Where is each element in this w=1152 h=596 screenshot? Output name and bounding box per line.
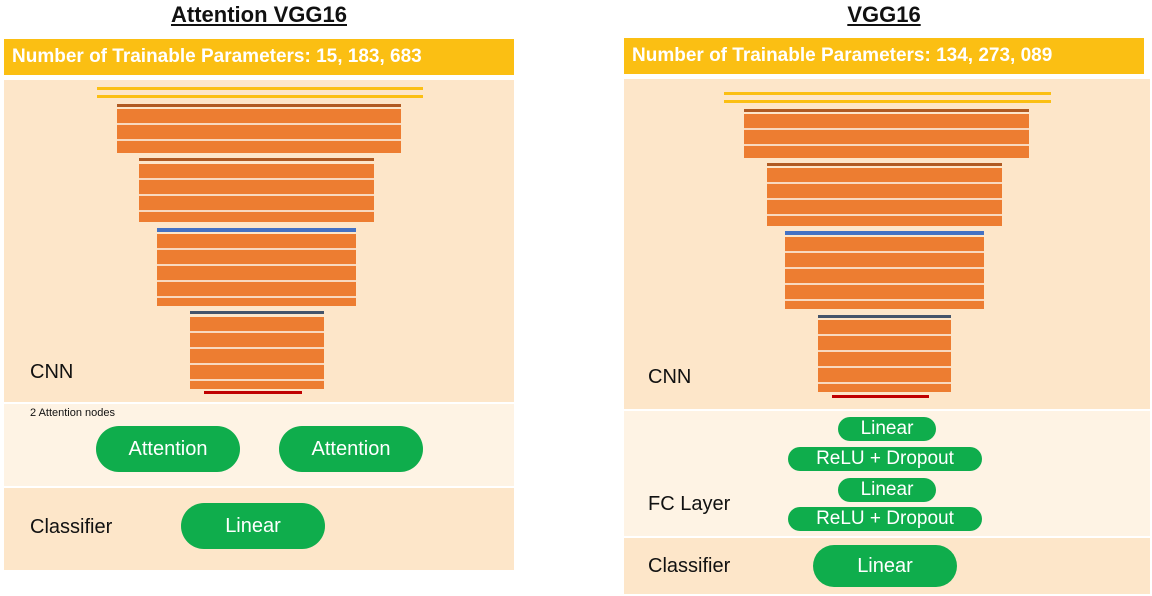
left-pool-4	[190, 311, 324, 314]
left-conv-block-4	[190, 317, 324, 389]
fc-layer-label: FC Layer	[648, 493, 731, 515]
right-conv-block-4	[818, 320, 951, 392]
right-pool-5	[832, 395, 929, 398]
left-conv-block-1	[117, 109, 401, 153]
right-cnn-label: CNN	[648, 366, 692, 388]
left-conv-block-2	[139, 164, 374, 222]
right-conv-block-3	[785, 237, 984, 309]
left-classifier-linear: Linear	[181, 503, 325, 549]
right-pool-2	[767, 163, 1002, 166]
fc-relu-dropout-1: ReLU + Dropout	[788, 447, 982, 471]
right-conv-block-2	[767, 168, 1002, 226]
right-pool-4	[818, 315, 951, 318]
right-classifier-linear: Linear	[813, 545, 957, 587]
right-conv-block-1	[744, 114, 1029, 158]
left-title: Attention VGG16	[170, 2, 347, 27]
left-attention-panel	[4, 404, 514, 486]
right-title: VGG16	[847, 2, 921, 27]
left-pool-3	[157, 228, 356, 232]
fc-linear-2: Linear	[838, 478, 936, 502]
left-cnn-label: CNN	[30, 361, 74, 383]
left-params-bar: Number of Trainable Parameters: 15, 183,…	[4, 39, 514, 75]
attention-caption: 2 Attention nodes	[30, 407, 116, 419]
right-input-bar	[724, 100, 1051, 103]
right-pool-3	[785, 231, 984, 235]
left-pool-5	[204, 391, 302, 394]
attention-node-1: Attention	[96, 426, 240, 472]
attention-node-2: Attention	[279, 426, 423, 472]
right-input-bar	[724, 92, 1051, 95]
right-classifier-label: Classifier	[648, 555, 731, 577]
left-classifier-label: Classifier	[30, 516, 113, 538]
left-pool-2	[139, 158, 374, 161]
right-pool-1	[744, 109, 1029, 112]
fc-linear-1: Linear	[838, 417, 936, 441]
right-params-bar: Number of Trainable Parameters: 134, 273…	[624, 38, 1144, 74]
left-pool-1	[117, 104, 401, 107]
left-input-bar	[97, 95, 423, 98]
left-input-bar	[97, 87, 423, 90]
left-conv-block-3	[157, 234, 356, 306]
fc-relu-dropout-2: ReLU + Dropout	[788, 507, 982, 531]
